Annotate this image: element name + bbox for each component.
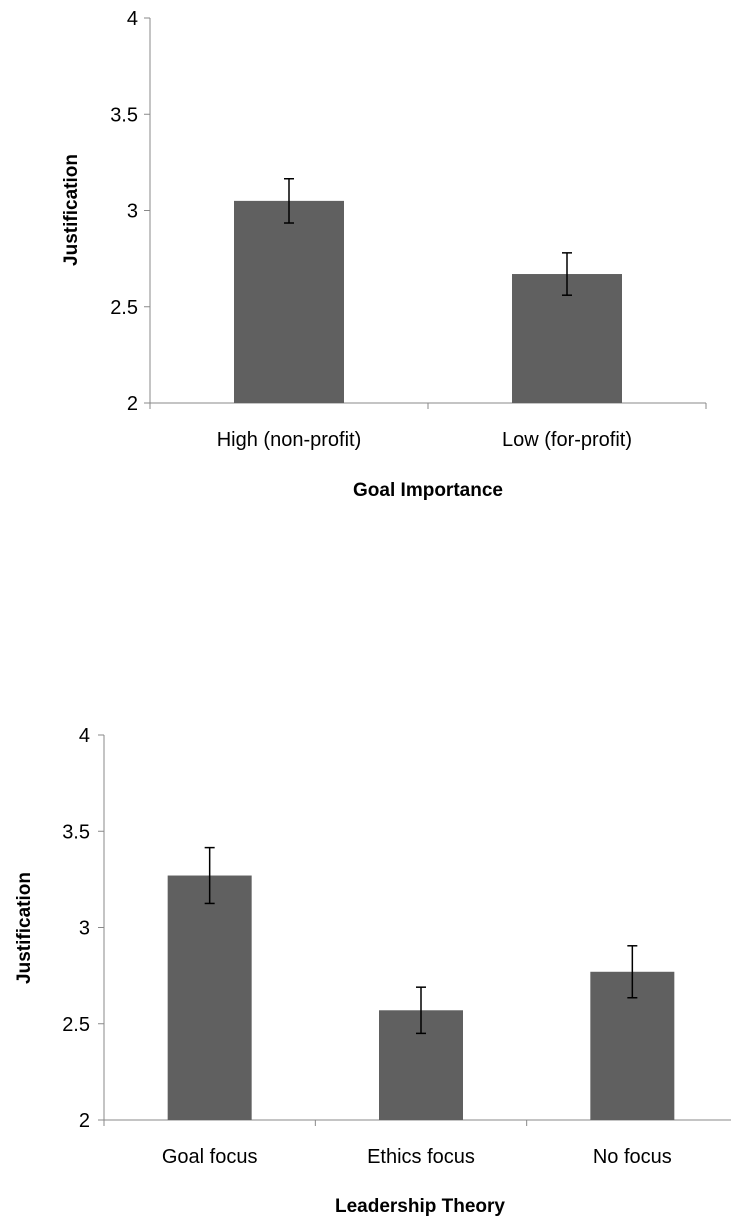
x-category-label: Low (for-profit) bbox=[502, 429, 632, 451]
y-axis-title: Justification bbox=[61, 154, 82, 266]
error-bar bbox=[627, 945, 638, 999]
x-category-label: Ethics focus bbox=[367, 1146, 475, 1168]
y-tick-label: 2.5 bbox=[110, 297, 138, 319]
error-bar bbox=[416, 986, 426, 1035]
bar-high-non-profit bbox=[234, 200, 344, 403]
error-bar bbox=[562, 252, 572, 296]
y-tick-label: 2 bbox=[127, 393, 138, 415]
x-category-label: High (non-profit) bbox=[217, 429, 362, 451]
x-axis-title: Goal Importance bbox=[353, 480, 503, 501]
chart-leadership-theory: 2 2.5 3 3.5 4 Goal focus Ethics focus No focus… bbox=[14, 725, 731, 1217]
y-tick-label: 3.5 bbox=[62, 821, 90, 843]
x-category-label: No focus bbox=[593, 1146, 672, 1168]
y-tick-group: 2 2.5 3 3.5 4 bbox=[62, 725, 104, 1132]
y-tick-label: 3 bbox=[79, 918, 90, 940]
y-tick-label: 2.5 bbox=[62, 1014, 90, 1036]
error-bar bbox=[284, 177, 294, 224]
x-axis-title: Leadership Theory bbox=[335, 1196, 505, 1217]
y-tick-label: 4 bbox=[79, 725, 90, 747]
x-tick-group: Goal focus Ethics focus No focus bbox=[103, 1120, 672, 1168]
bar-group bbox=[167, 875, 675, 1120]
y-tick-label: 3 bbox=[127, 201, 138, 223]
bar-group bbox=[234, 200, 622, 403]
y-tick-label: 3.5 bbox=[110, 104, 138, 126]
error-bar-group bbox=[284, 177, 572, 296]
x-tick-group: High (non-profit) Low (for-profit) bbox=[149, 403, 707, 451]
y-axis-title: Justification bbox=[14, 872, 35, 984]
x-category-label: Goal focus bbox=[162, 1146, 258, 1168]
bar-goal-focus bbox=[167, 875, 252, 1120]
y-tick-label: 2 bbox=[79, 1110, 90, 1132]
error-bar-group bbox=[204, 846, 638, 1035]
error-bar bbox=[204, 846, 215, 905]
y-tick-group: 2 2.5 3 3.5 4 bbox=[110, 8, 150, 415]
chart-goal-importance: 2 2.5 3 3.5 4 High (non-profit) Low (for-prof… bbox=[61, 8, 707, 501]
y-tick-label: 4 bbox=[127, 8, 138, 30]
